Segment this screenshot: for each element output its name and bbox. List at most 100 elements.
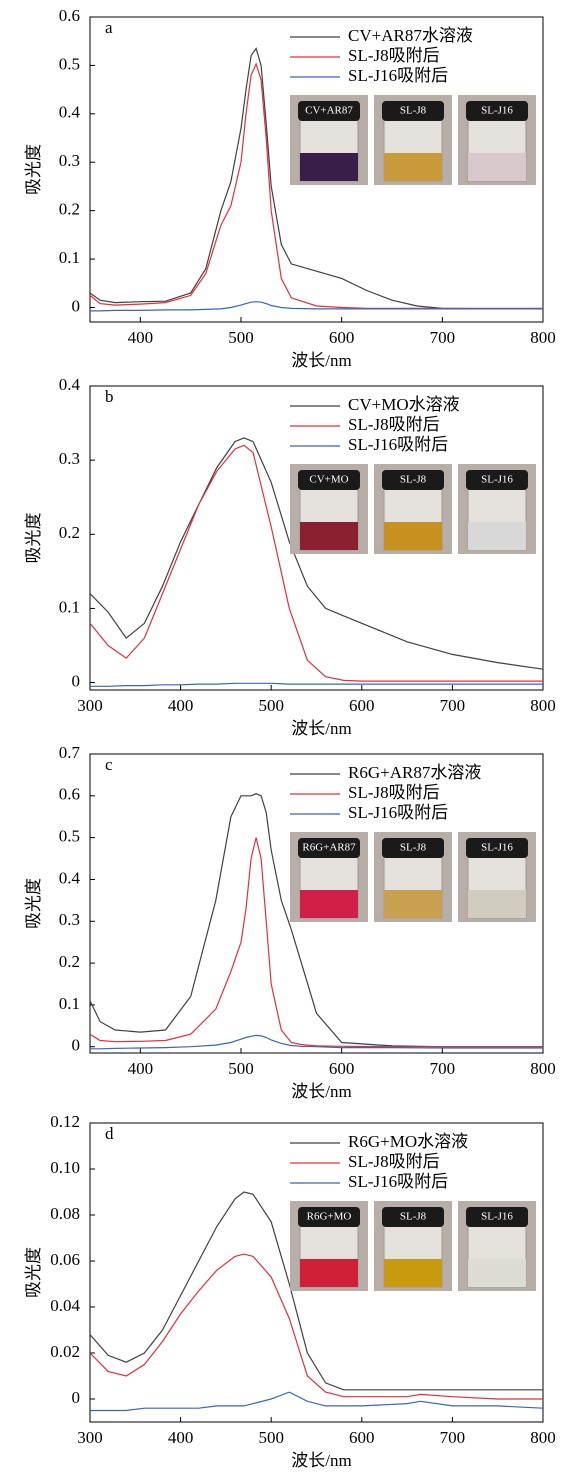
x-tick-label: 700: [440, 1428, 466, 1447]
data-line: [89, 437, 544, 670]
panel: 0 0.1 0.2 0.3 0.4 0.5 0.6 0.7 400 500 600 700 800 波长/…: [24, 743, 556, 1101]
x-tick-label: 400: [168, 1428, 194, 1447]
photo-label: SL-J8: [400, 474, 427, 486]
vial-cap: [382, 1207, 444, 1227]
y-tick-label: 0.5: [59, 827, 80, 846]
y-tick-label: 0.1: [59, 597, 80, 616]
panel: 0 0.1 0.2 0.3 0.4 0.5 0.6 400 500 600 700 800 波长/nm 吸…: [24, 6, 556, 370]
data-line: [90, 682, 543, 687]
y-tick-label: 0.4: [59, 375, 81, 394]
data-line: [90, 1034, 543, 1050]
data-line: [89, 1253, 543, 1400]
y-tick-label: 0: [72, 296, 81, 315]
legend-label: SL-J8吸附后: [348, 783, 440, 802]
vial-cap: [298, 1207, 360, 1227]
vial-cap: [466, 470, 528, 490]
vial-cap: [382, 101, 444, 121]
plot-frame: [89, 385, 544, 691]
x-tick-label: 800: [530, 328, 556, 347]
x-tick-label: 300: [77, 1428, 103, 1447]
y-tick-label: 0: [72, 1388, 81, 1407]
vial-liquid: [384, 890, 442, 918]
y-tick-label: 0.04: [50, 1296, 80, 1315]
vial-liquid: [468, 1259, 526, 1287]
data-line: [89, 444, 543, 682]
photo-label: SL-J8: [400, 105, 427, 117]
vial-cap: [466, 838, 528, 858]
legend-label: CV+AR87水溶液: [348, 26, 473, 45]
legend-label: R6G+MO水溶液: [348, 1132, 468, 1151]
x-axis-label: 波长/nm: [291, 351, 351, 370]
photo-label: CV+MO: [309, 474, 348, 486]
panel: 0 0.02 0.04 0.06 0.08 0.10 0.12 300 400 500 600 700…: [24, 1112, 556, 1470]
vial-liquid: [300, 522, 358, 550]
x-tick-label: 300: [77, 696, 103, 715]
data-line: [89, 837, 543, 1048]
y-tick-label: 0.3: [59, 449, 80, 468]
x-tick-label: 500: [258, 696, 284, 715]
x-tick-label: 500: [258, 1428, 284, 1447]
vial-liquid: [468, 153, 526, 181]
data-line: [90, 1391, 544, 1412]
vial-cap: [298, 838, 360, 858]
panel-label: b: [105, 387, 114, 406]
x-tick-label: 800: [530, 1059, 556, 1078]
y-tick-label: 0.2: [59, 523, 80, 542]
vial-liquid: [300, 1259, 358, 1287]
x-tick-label: 400: [128, 1059, 154, 1078]
y-tick-label: 0.08: [50, 1204, 80, 1223]
photo-label: SL-J16: [481, 842, 513, 854]
vial-liquid: [300, 153, 358, 181]
vial-liquid: [468, 522, 526, 550]
y-tick-label: 0.06: [50, 1250, 80, 1269]
y-tick-label: 0.4: [59, 103, 81, 122]
panel-label: c: [105, 755, 113, 774]
x-tick-label: 600: [329, 328, 355, 347]
panel-label: d: [105, 1124, 114, 1143]
legend-label: SL-J16吸附后: [348, 1172, 448, 1191]
x-tick-label: 700: [430, 1059, 456, 1078]
y-axis-label: 吸光度: [24, 878, 43, 929]
y-tick-label: 0.7: [59, 743, 81, 762]
x-tick-label: 800: [530, 1428, 556, 1447]
photo-label: R6G+AR87: [302, 842, 356, 854]
photo-label: SL-J16: [481, 105, 513, 117]
vial-cap: [382, 838, 444, 858]
photo-label: R6G+MO: [307, 1211, 352, 1223]
y-tick-label: 0.1: [59, 994, 80, 1013]
x-tick-label: 600: [349, 696, 375, 715]
y-tick-label: 0.02: [50, 1342, 80, 1361]
legend-label: SL-J16吸附后: [348, 66, 448, 85]
plot-frame: [89, 1122, 544, 1423]
vial-cap: [466, 101, 528, 121]
plot-frame: [89, 753, 544, 1054]
photo-label: SL-J8: [400, 842, 427, 854]
photo-label: CV+AR87: [305, 105, 353, 117]
photo-label: SL-J16: [481, 474, 513, 486]
x-tick-label: 500: [228, 1059, 254, 1078]
panel: 0 0.1 0.2 0.3 0.4 300 400 500 600 700 800 波长/nm 吸光度 b…: [24, 375, 556, 738]
x-tick-label: 700: [440, 696, 466, 715]
legend-label: R6G+AR87水溶液: [348, 763, 481, 782]
vial-cap: [298, 101, 360, 121]
data-line: [89, 1191, 543, 1391]
plot-frame: [89, 16, 544, 323]
x-tick-label: 600: [329, 1059, 355, 1078]
data-line: [89, 47, 543, 310]
legend-label: SL-J16吸附后: [348, 803, 448, 822]
data-line: [89, 793, 543, 1048]
x-tick-label: 400: [168, 696, 194, 715]
legend-label: SL-J8吸附后: [348, 1152, 440, 1171]
y-tick-label: 0.10: [50, 1158, 80, 1177]
vial-cap: [382, 470, 444, 490]
y-tick-label: 0.2: [59, 200, 80, 219]
vial-liquid: [384, 153, 442, 181]
panel-label: a: [105, 18, 113, 37]
x-tick-label: 400: [128, 328, 154, 347]
x-axis-label: 波长/nm: [291, 1451, 351, 1470]
x-tick-label: 800: [530, 696, 556, 715]
x-axis-label: 波长/nm: [291, 1082, 351, 1101]
photo-label: SL-J8: [400, 1211, 427, 1223]
y-axis-label: 吸光度: [24, 1247, 43, 1298]
x-tick-label: 500: [228, 328, 254, 347]
